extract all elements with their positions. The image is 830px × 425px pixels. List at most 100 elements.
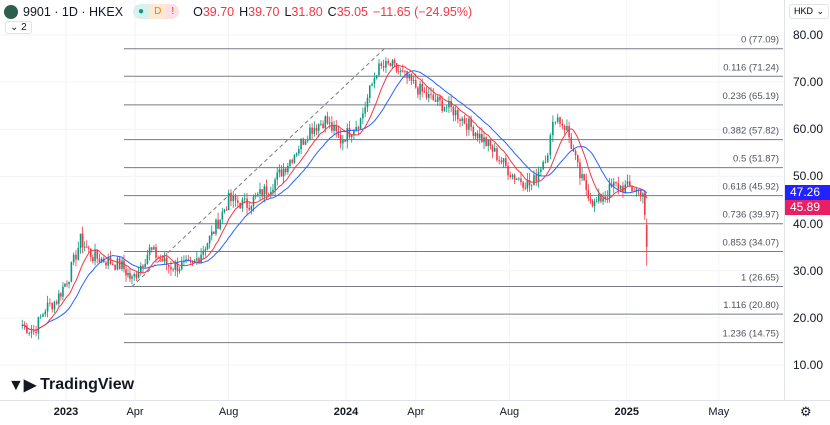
currency-select[interactable]: HKD ⌄	[789, 4, 829, 19]
candle-body	[165, 257, 168, 265]
candle-body	[200, 254, 202, 263]
candle-body	[359, 118, 362, 129]
indicators-toggle-button[interactable]: ⌄ 2	[5, 21, 32, 34]
candle-body	[284, 168, 287, 173]
candle-body	[304, 140, 307, 145]
price-tick-label: 50.00	[793, 169, 824, 184]
candle-body	[55, 301, 58, 304]
tradingview-logo[interactable]: ▼▶ TradingView	[8, 375, 134, 395]
fib-level-label: 0.382 (57.82)	[722, 126, 779, 137]
candle-body	[589, 198, 592, 201]
candle-body	[75, 254, 77, 260]
candle-body	[243, 198, 246, 200]
candle-body	[317, 124, 320, 131]
candle-body	[125, 269, 127, 276]
candle-body	[579, 162, 581, 179]
candle-body	[51, 302, 53, 310]
candle-body	[600, 193, 602, 202]
price-axis[interactable]: HKD ⌄ 80.00 70.00 60.00 50.00 40.00 30.00 20.00…	[784, 0, 830, 400]
candle-body	[148, 247, 151, 255]
candle-body	[515, 178, 518, 180]
candle-body	[528, 180, 531, 186]
candle-body	[232, 195, 235, 202]
symbol-title[interactable]: 9901 · 1D · HKEX	[23, 4, 124, 19]
candle-body	[637, 189, 640, 191]
candle-body	[161, 258, 164, 262]
candle-body	[60, 293, 62, 297]
candle-body	[459, 119, 461, 121]
candle-body	[595, 201, 598, 203]
candle-body	[270, 191, 272, 195]
candle-body	[85, 246, 88, 248]
candle-body	[410, 73, 413, 81]
candle-body	[606, 196, 609, 198]
candle-body	[83, 246, 86, 248]
candle-body	[276, 172, 279, 180]
candle-body	[254, 195, 257, 197]
time-tick-label: Apr	[126, 406, 144, 418]
candle-body	[544, 161, 547, 163]
candle-body	[53, 301, 56, 310]
high-value: 39.70	[248, 4, 280, 19]
candle-body	[66, 283, 68, 285]
settings-icon[interactable]: ⚙	[800, 404, 812, 419]
candle-body	[280, 169, 283, 177]
market-status-icon[interactable]: ●	[133, 4, 150, 19]
fib-level-label: 0.236 (65.19)	[722, 91, 779, 102]
candle-body	[193, 260, 196, 263]
candle-body	[68, 281, 70, 285]
candle-body	[185, 259, 187, 261]
candle-body	[389, 63, 392, 66]
candle-body	[337, 131, 340, 136]
candle-body	[234, 195, 237, 201]
open-value: 39.70	[202, 4, 235, 19]
fib-level-label: 0.736 (39.97)	[722, 210, 779, 221]
candle-body	[362, 113, 364, 119]
candle-body	[215, 219, 217, 234]
candle-body	[272, 189, 274, 192]
candle-body	[404, 71, 406, 72]
candle-body	[137, 272, 140, 278]
candle-body	[109, 257, 112, 265]
candle-body	[49, 302, 51, 304]
candle-body	[509, 175, 512, 178]
price-chart[interactable]: 0 (77.09) 0.116 (71.24) 0.236 (65.19) 0.382…	[0, 0, 784, 400]
candle-body	[399, 70, 402, 72]
candle-body	[114, 264, 116, 270]
candle-body	[491, 146, 494, 152]
time-axis[interactable]: 2023 Apr Aug 2024 Apr Aug 2025 May ⚙	[0, 400, 830, 425]
candle-body	[631, 186, 633, 192]
candle-body	[615, 181, 617, 184]
candle-body	[378, 63, 380, 76]
candle-body	[593, 201, 596, 206]
candle-body	[489, 139, 492, 147]
candle-body	[142, 265, 144, 268]
delayed-data-badge[interactable]: D	[149, 4, 167, 19]
candle-body	[373, 78, 376, 84]
candle-body	[643, 193, 646, 215]
candle-body	[585, 180, 588, 190]
candle-body	[315, 127, 318, 131]
candle-body	[642, 193, 644, 197]
candle-body	[500, 160, 503, 163]
candle-body	[423, 91, 426, 93]
candle-body	[246, 198, 248, 209]
candle-body	[498, 160, 500, 161]
candle-body	[583, 174, 585, 181]
fib-level-label: 1.236 (14.75)	[722, 329, 779, 340]
candle-body	[42, 314, 44, 317]
candle-body	[524, 187, 527, 189]
candle-body	[461, 118, 464, 121]
warning-icon[interactable]: !	[166, 4, 180, 19]
candle-body	[259, 189, 261, 194]
candle-body	[146, 254, 149, 264]
tradingview-logo-icon: ▼▶	[8, 377, 37, 394]
candle-body	[602, 198, 604, 202]
candle-body	[559, 117, 561, 124]
candle-body	[549, 135, 552, 156]
currency-label: HKD	[794, 6, 814, 16]
candle-body	[617, 183, 620, 190]
time-tick-label: Apr	[407, 406, 425, 418]
candle-body	[368, 85, 371, 98]
candle-body	[513, 175, 516, 180]
